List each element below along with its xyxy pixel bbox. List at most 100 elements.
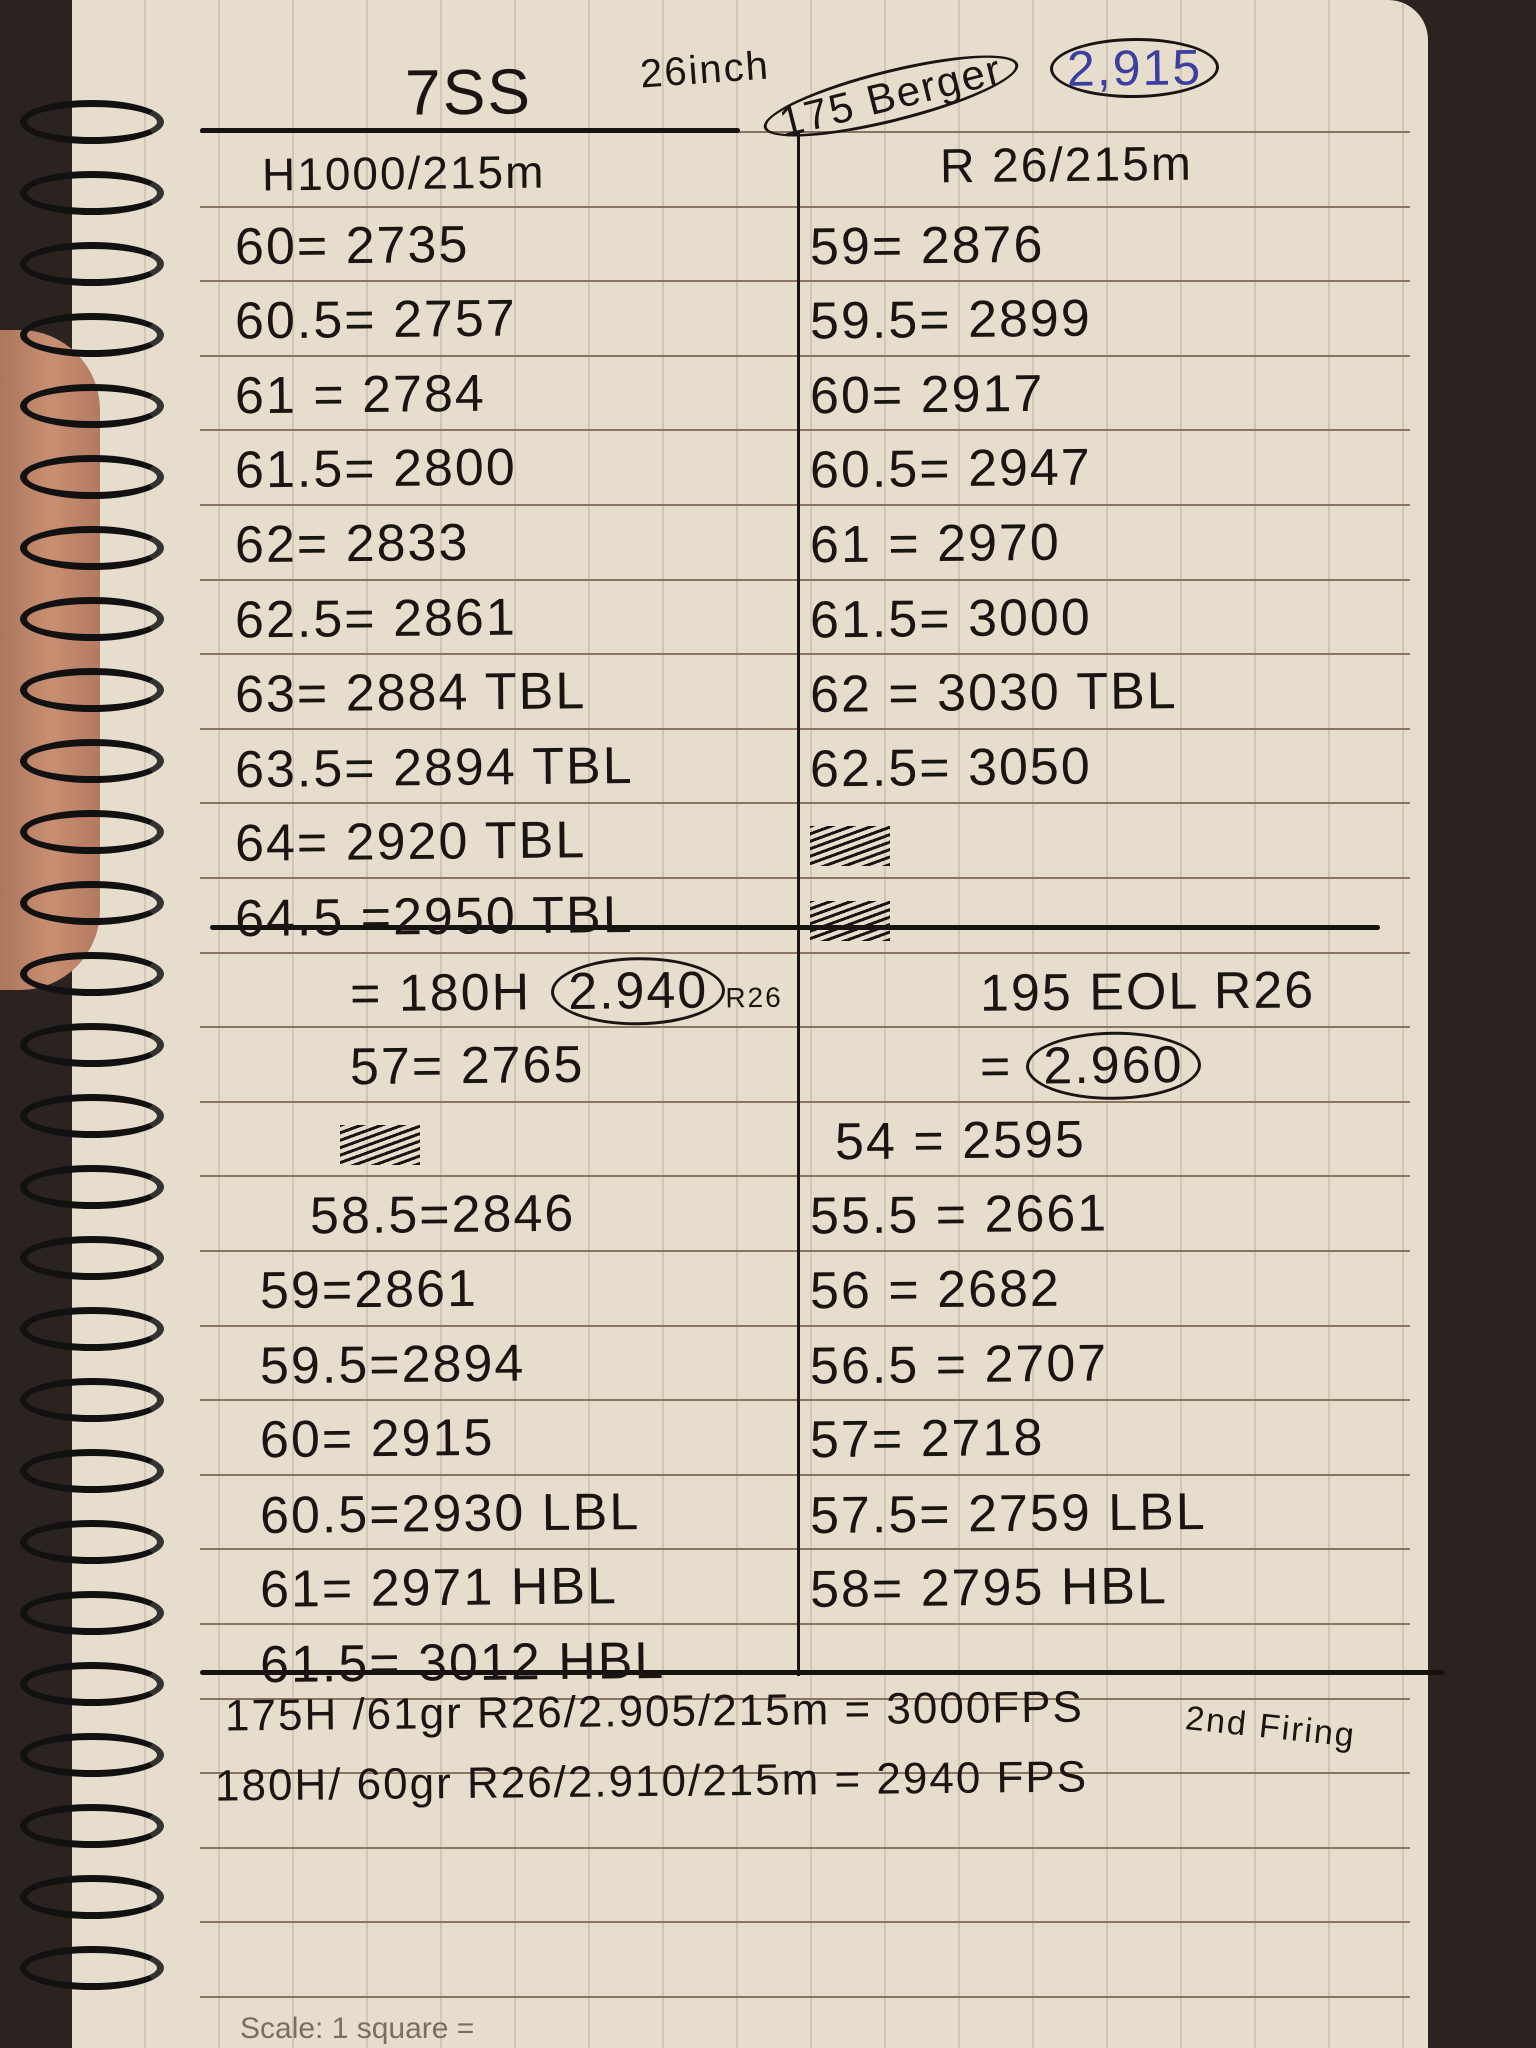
load-entry: 56.5 = 2707 [809, 1334, 1109, 1396]
circled-coal: 2.960 [1026, 1031, 1201, 1101]
load-entry: 195 EOL R26 [979, 960, 1316, 1023]
load-entry: 56 = 2682 [809, 1259, 1062, 1321]
load-entry: 57= 2718 [809, 1408, 1045, 1470]
load-entry: 61.5= 3000 [809, 588, 1092, 650]
spiral-ring [20, 1733, 164, 1777]
spiral-ring [20, 881, 164, 925]
rule-line [200, 1399, 1410, 1402]
load-entry: 60= 2917 [809, 364, 1045, 426]
rule-line [200, 578, 1410, 581]
load-entry: 54 = 2595 [834, 1110, 1087, 1172]
rule-line [200, 280, 1410, 283]
load-entry: 58= 2795 HBL [809, 1557, 1169, 1620]
scribble [810, 901, 890, 941]
coal-label: 2,915 [1049, 37, 1220, 99]
spiral-ring [20, 1662, 164, 1706]
rule-line [200, 205, 1410, 208]
cartridge-label: 7SS [404, 55, 533, 129]
load-entry: 60.5= 2947 [809, 438, 1092, 500]
spiral-ring [20, 1449, 164, 1493]
rule-line [200, 1324, 1410, 1327]
rule-line [200, 1623, 1410, 1625]
rule-line [200, 354, 1410, 357]
spiral-ring [20, 313, 164, 357]
rule-line [200, 802, 1410, 805]
load-entry: 60.5=2930 LBL [259, 1482, 641, 1545]
load-entry: 61 = 2970 [809, 513, 1062, 575]
rule-line [200, 1250, 1410, 1252]
load-entry: 58.5=2846 [309, 1185, 576, 1246]
spiral-ring [20, 1875, 164, 1919]
spiral-ring [20, 668, 164, 712]
column-divider [797, 131, 800, 1676]
load-entry: 62.5= 3050 [809, 737, 1092, 799]
spiral-ring [20, 526, 164, 570]
rule-line [200, 1772, 1410, 1775]
circled-coal: 2.940 [550, 955, 726, 1026]
load-entry: 55.5 = 2661 [809, 1184, 1109, 1246]
summary-line: 175H /61gr R26/2.905/215m = 3000FPS [224, 1682, 1085, 1741]
spiral-ring [20, 810, 164, 854]
rule-line [200, 1473, 1410, 1476]
spiral-ring [20, 1804, 164, 1848]
load-entry: 60.5= 2757 [234, 289, 517, 351]
notebook-page [72, 0, 1428, 2048]
equals: = [979, 1038, 1013, 1097]
load-entry: 61.5= 2800 [234, 438, 517, 500]
load-entry: 57.5= 2759 LBL [809, 1482, 1207, 1545]
rule-line [200, 1100, 1410, 1103]
summary-line: 180H/ 60gr R26/2.910/215m = 2940 FPS [214, 1752, 1089, 1811]
load-entry: 61= 2971 HBL [259, 1557, 619, 1620]
load-entry: = 2.960 [979, 1031, 1201, 1101]
spiral-ring [20, 171, 164, 215]
spiral-ring [20, 597, 164, 641]
spiral-ring [20, 1165, 164, 1209]
rule-line [200, 1026, 1410, 1029]
scale-footer: Scale: 1 square = [240, 2012, 475, 2045]
load-entry: 63.5= 2894 TBL [234, 736, 634, 799]
spiral-ring [20, 100, 164, 144]
spiral-ring [20, 1378, 164, 1422]
rule-line [200, 1996, 1410, 1998]
rule-line [200, 877, 1410, 879]
load-entry: 60= 2915 [259, 1408, 495, 1470]
rule-line [200, 1846, 1410, 1849]
load-entry: 62 = 3030 TBL [809, 662, 1178, 725]
rule-line [200, 429, 1410, 432]
rule-line [200, 727, 1410, 730]
load-entry: 62.5= 2861 [234, 588, 517, 650]
rule-line [200, 1548, 1410, 1551]
spiral-ring [20, 1236, 164, 1280]
header-underline [200, 128, 740, 133]
right-column-title: R 26/215m [939, 137, 1194, 194]
load-entry: 59=2861 [259, 1259, 479, 1321]
load-entry: 61 = 2784 [234, 364, 487, 426]
rule-line [200, 1921, 1410, 1924]
load-entry: 61.5= 3012 HBL [259, 1631, 666, 1695]
rule-line [200, 504, 1410, 506]
spiral-ring [20, 952, 164, 996]
spiral-ring [20, 455, 164, 499]
load-entry: 59= 2876 [809, 215, 1045, 276]
load-entry: 64.5 =2950 TBL [234, 885, 634, 949]
load-entry: 63= 2884 TBL [234, 662, 587, 725]
load-entry: = 180H 2.940 R26 [350, 955, 783, 1026]
powder-note: R26 [725, 981, 783, 1013]
scribble [810, 826, 890, 867]
rule-line [200, 1697, 1410, 1700]
rule-line [200, 653, 1410, 656]
load-entry: 60= 2735 [234, 215, 470, 276]
spiral-ring [20, 1094, 164, 1138]
spiral-ring [20, 1946, 164, 1990]
spiral-ring [20, 1023, 164, 1067]
spiral-ring [20, 1591, 164, 1635]
load-entry: 62= 2833 [234, 513, 470, 575]
load-entry: 59.5= 2899 [809, 289, 1092, 351]
thumb [0, 330, 100, 990]
load-entry: 57= 2765 [349, 1035, 585, 1097]
section-divider [210, 925, 1380, 930]
spiral-ring [20, 739, 164, 783]
spiral-ring [20, 1307, 164, 1351]
spiral-ring [20, 384, 164, 428]
rule-line [200, 131, 1410, 133]
